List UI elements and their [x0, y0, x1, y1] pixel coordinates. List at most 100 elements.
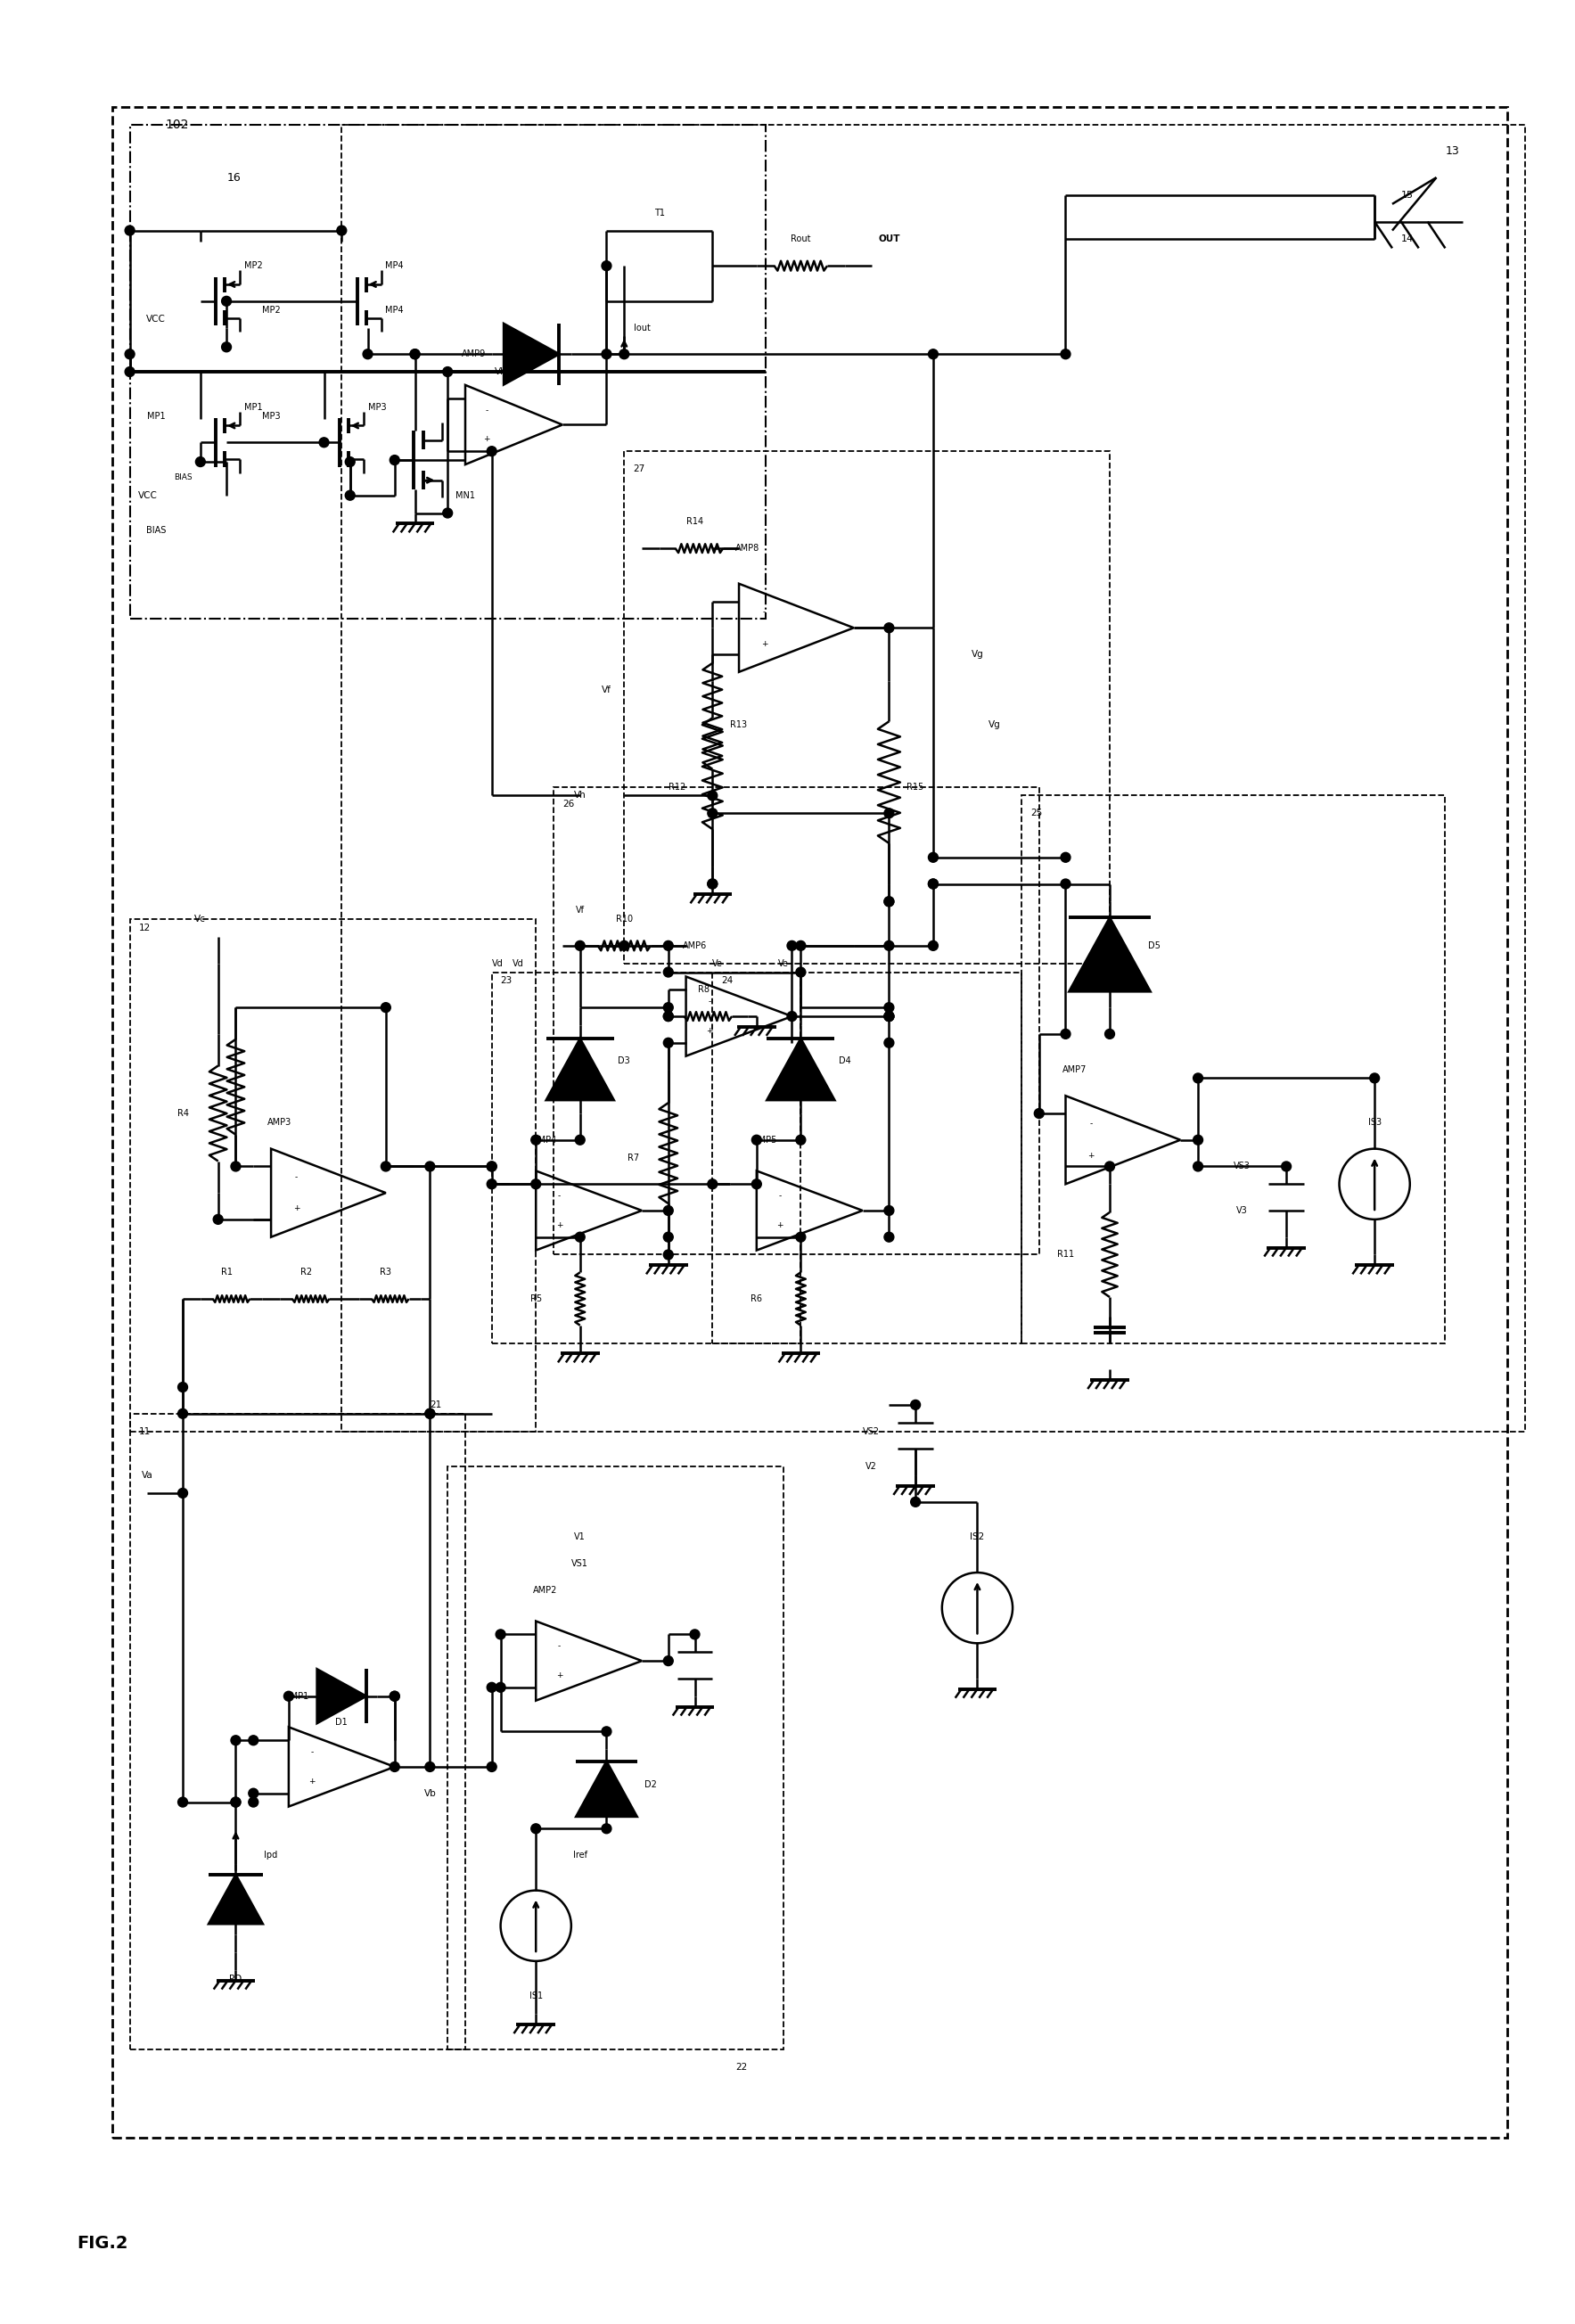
Circle shape	[124, 349, 134, 358]
Text: R2: R2	[301, 1269, 312, 1276]
Circle shape	[1060, 853, 1071, 862]
Text: D5: D5	[1148, 941, 1161, 951]
Circle shape	[487, 1162, 496, 1171]
Polygon shape	[576, 1762, 638, 1817]
Circle shape	[232, 1796, 241, 1808]
Circle shape	[884, 897, 895, 906]
Circle shape	[707, 790, 717, 799]
Polygon shape	[547, 1039, 614, 1099]
Circle shape	[707, 1178, 717, 1190]
Circle shape	[928, 941, 939, 951]
Circle shape	[1370, 1074, 1380, 1083]
Circle shape	[884, 1002, 895, 1013]
Circle shape	[487, 446, 496, 456]
Text: Vg: Vg	[989, 720, 1002, 730]
Text: Vd: Vd	[512, 960, 524, 967]
Circle shape	[663, 941, 673, 951]
Polygon shape	[767, 1039, 835, 1099]
Text: AMP4: AMP4	[532, 1136, 558, 1143]
Circle shape	[884, 1011, 895, 1020]
Circle shape	[795, 941, 805, 951]
Circle shape	[487, 1178, 496, 1190]
Text: Vd: Vd	[491, 960, 502, 967]
Circle shape	[663, 967, 673, 976]
Circle shape	[795, 1232, 805, 1241]
Text: -: -	[295, 1174, 298, 1181]
Text: +: +	[776, 1220, 783, 1229]
Text: +: +	[293, 1204, 299, 1213]
Circle shape	[284, 1692, 293, 1701]
Text: -: -	[707, 997, 710, 1006]
Circle shape	[345, 458, 354, 467]
Circle shape	[707, 878, 717, 888]
Circle shape	[195, 458, 205, 467]
Text: IS2: IS2	[970, 1534, 984, 1541]
Circle shape	[663, 1039, 673, 1048]
Circle shape	[884, 1206, 895, 1215]
Text: R10: R10	[616, 916, 633, 923]
Circle shape	[389, 1692, 400, 1701]
Circle shape	[884, 1011, 895, 1020]
Text: +: +	[309, 1778, 315, 1785]
Circle shape	[487, 1162, 496, 1171]
Text: AMP9: AMP9	[461, 349, 487, 358]
Text: MP4: MP4	[386, 304, 403, 314]
Text: AMP1: AMP1	[285, 1692, 310, 1701]
Text: 27: 27	[633, 465, 644, 474]
Circle shape	[531, 1824, 540, 1834]
Circle shape	[928, 853, 939, 862]
Circle shape	[884, 623, 895, 632]
Bar	[1022, 795, 1446, 1343]
Circle shape	[663, 1011, 673, 1020]
Text: +: +	[556, 1671, 562, 1680]
Text: AMP6: AMP6	[682, 941, 707, 951]
Circle shape	[928, 878, 939, 888]
Circle shape	[487, 1683, 496, 1692]
Text: Vh: Vh	[495, 367, 507, 376]
Text: 24: 24	[721, 976, 732, 985]
Circle shape	[928, 878, 939, 888]
Text: +: +	[761, 639, 767, 648]
Text: 25: 25	[1030, 809, 1043, 818]
Circle shape	[1282, 1162, 1292, 1171]
Circle shape	[707, 809, 717, 818]
Circle shape	[663, 1011, 673, 1020]
Text: IS1: IS1	[529, 1992, 543, 2001]
Circle shape	[443, 509, 452, 518]
Circle shape	[425, 1408, 435, 1418]
Text: MP4: MP4	[386, 260, 403, 270]
Bar	[553, 788, 1040, 1255]
Circle shape	[425, 1162, 435, 1171]
Circle shape	[337, 225, 346, 235]
Circle shape	[178, 1796, 187, 1808]
Circle shape	[602, 349, 611, 358]
Text: 13: 13	[1446, 144, 1460, 156]
Circle shape	[222, 342, 232, 351]
Circle shape	[690, 1629, 699, 1638]
Text: V3: V3	[1236, 1206, 1247, 1215]
Text: VS1: VS1	[572, 1559, 589, 1569]
Circle shape	[320, 437, 329, 446]
Text: R11: R11	[1057, 1250, 1074, 1260]
Circle shape	[884, 809, 895, 818]
Text: R1: R1	[221, 1269, 233, 1276]
Text: 15: 15	[1402, 191, 1413, 200]
Text: 22: 22	[736, 2064, 748, 2071]
Circle shape	[1194, 1162, 1203, 1171]
Text: D1: D1	[335, 1717, 348, 1727]
Text: 21: 21	[430, 1401, 441, 1408]
Text: MP2: MP2	[244, 260, 263, 270]
Circle shape	[1060, 1030, 1071, 1039]
Circle shape	[345, 490, 354, 500]
Circle shape	[249, 1789, 258, 1799]
Text: MP2: MP2	[261, 304, 280, 314]
Circle shape	[928, 349, 939, 358]
Circle shape	[602, 1727, 611, 1736]
Text: AMP2: AMP2	[532, 1585, 558, 1594]
Text: 12: 12	[139, 923, 151, 932]
Circle shape	[249, 1736, 258, 1745]
Text: OUT: OUT	[879, 235, 899, 244]
Text: AMP7: AMP7	[1062, 1064, 1087, 1074]
Bar	[491, 971, 800, 1343]
Text: D2: D2	[644, 1780, 657, 1789]
